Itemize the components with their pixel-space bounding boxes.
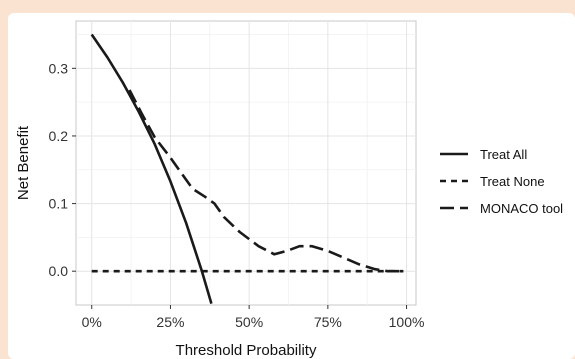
- legend-label: Treat None: [480, 174, 545, 189]
- series-line-monaco-tool: [128, 89, 404, 273]
- legend-label: Treat All: [480, 147, 527, 162]
- legend: Treat All Treat None MONACO tool: [440, 147, 563, 216]
- legend-label: MONACO tool: [480, 201, 563, 216]
- x-axis-title: Threshold Probability: [176, 342, 317, 359]
- grid-lines: [75, 20, 417, 306]
- series-lines: [90, 33, 404, 304]
- x-tick-label: 50%: [235, 314, 263, 330]
- series-line-treat-all: [90, 33, 213, 304]
- y-tick-label: 0.3: [49, 60, 69, 76]
- x-tick-label: 75%: [314, 314, 342, 330]
- x-tick-label: 25%: [156, 314, 184, 330]
- y-tick-label: 0.1: [49, 196, 69, 212]
- figure-card: [8, 13, 575, 359]
- y-tick-labels: 0.0 0.1 0.2 0.3: [49, 60, 76, 279]
- plot-panel-border: [75, 20, 417, 306]
- x-tick-label: 100%: [389, 314, 425, 330]
- x-tick-label: 0%: [82, 314, 102, 330]
- x-tick-labels: 0% 25% 50% 75% 100%: [82, 305, 425, 330]
- y-tick-label: 0.0: [49, 263, 69, 279]
- y-axis-title: Net Benefit: [15, 125, 32, 200]
- y-tick-label: 0.2: [49, 128, 69, 144]
